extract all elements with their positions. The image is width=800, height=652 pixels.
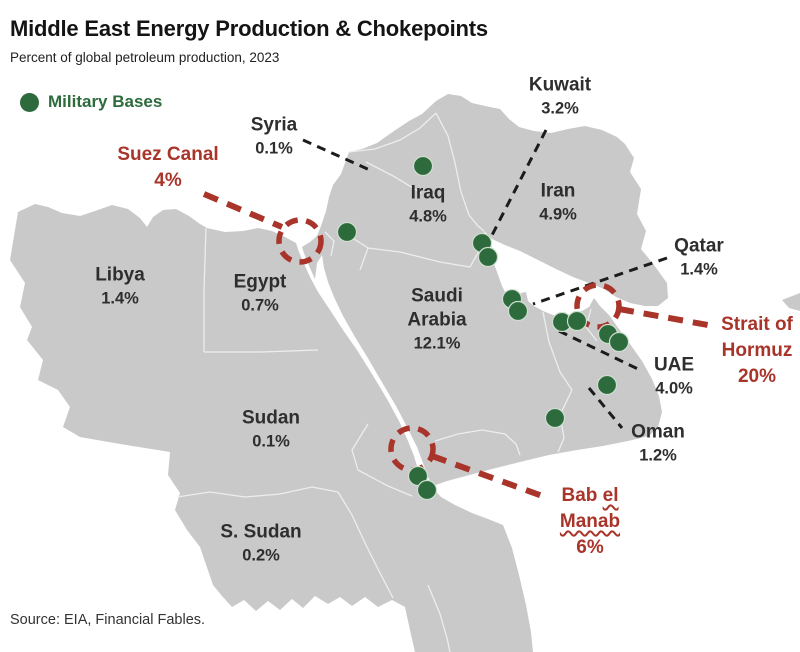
suez-canal-circle [276,217,324,265]
military-base-marker [336,221,358,243]
military-base-legend-icon [20,92,39,112]
suez-canal-leader-line [202,191,284,230]
military-base-marker [412,155,434,177]
military-base-marker [566,310,588,332]
asia-landmass [302,94,668,486]
military-base-marker [507,300,529,322]
leader-line-syria [302,138,373,173]
bab-el-manab-leader-line [430,453,547,500]
military-base-markers [336,155,630,501]
leader-line-oman [587,387,624,429]
country-borders [176,112,598,652]
strait-of-hormuz-circle [574,282,622,330]
military-base-marker [416,479,438,501]
strait-of-hormuz-leader-line [618,306,709,328]
military-base-marker [477,246,499,268]
military-base-marker [596,374,618,396]
africa-landmass [10,204,533,652]
legend: Military Bases [20,92,162,112]
page-subtitle: Percent of global petroleum production, … [10,50,280,65]
east-coast-sliver [782,293,800,311]
military-base-marker [544,407,566,429]
legend-label: Military Bases [48,92,163,111]
leader-line-kuwait [487,129,548,242]
source-attribution: Source: EIA, Financial Fables. [10,612,206,628]
leader-line-qatar [532,256,668,306]
label-leader-lines [302,129,668,429]
page-title: Middle East Energy Production & Chokepoi… [10,16,488,41]
military-base-marker [608,331,630,353]
chokepoint-graphics [202,191,709,500]
